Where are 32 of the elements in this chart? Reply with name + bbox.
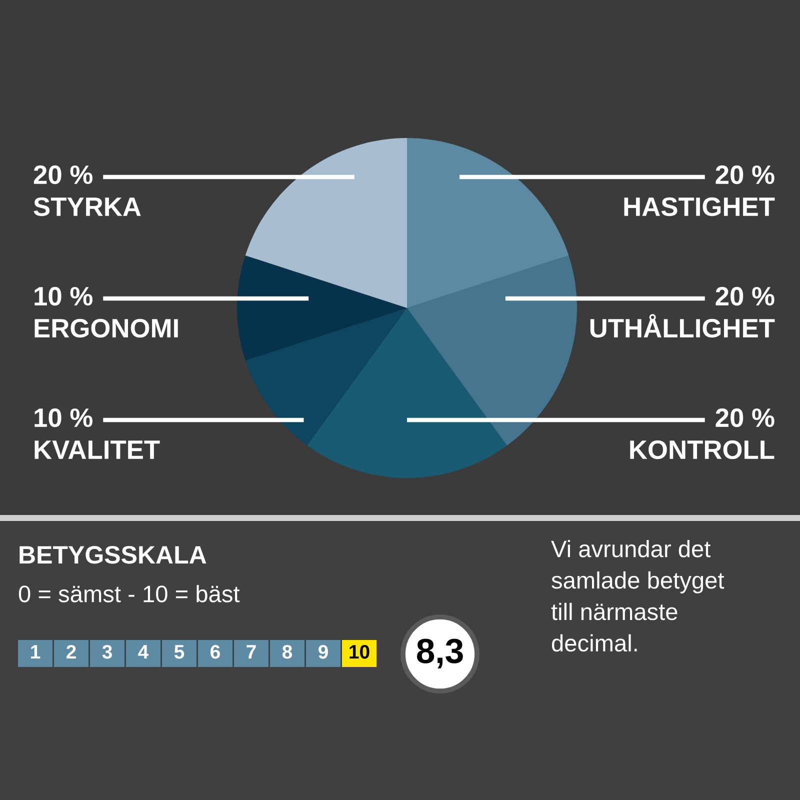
text: 2	[66, 644, 76, 659]
text: 6	[210, 644, 220, 659]
data-label: 20 %	[716, 408, 774, 428]
data-label: 20 %	[716, 165, 774, 184]
data-label: 10 %	[34, 408, 92, 428]
slice-label: UTHÅLLIGHET	[590, 314, 775, 338]
slice-label: ERGONOMI	[34, 318, 178, 338]
text: 3	[102, 644, 112, 659]
pie-slice	[245, 308, 407, 446]
pie-slice	[245, 138, 407, 308]
slice-label: KVALITET	[34, 440, 160, 459]
pie-slice	[407, 138, 569, 308]
text: 4	[138, 645, 149, 659]
slice-label: HASTIGHET	[624, 197, 775, 216]
data-label: 20 %	[34, 165, 92, 184]
pie-slice	[407, 255, 577, 446]
text: 10	[350, 644, 370, 659]
data-label: 20 %	[716, 286, 774, 306]
data-label: 10 %	[34, 286, 92, 306]
text: 9	[318, 644, 328, 659]
text: 8,3	[416, 638, 463, 668]
pie-slice	[237, 255, 407, 361]
text: 5	[174, 645, 184, 659]
text: Vi avrundar det samlade betyget till närmaste decimal.	[551, 540, 724, 652]
slice-label: KONTROLL	[630, 440, 774, 460]
text: 7	[246, 645, 256, 659]
text: 1	[31, 645, 40, 659]
text: BETYGSSKALA	[20, 546, 206, 564]
pie-slice	[307, 308, 507, 478]
text: 8	[282, 644, 292, 659]
slice-label: STYRKA	[34, 197, 141, 216]
text: 0 = sämst - 10 = bäst	[18, 584, 240, 602]
